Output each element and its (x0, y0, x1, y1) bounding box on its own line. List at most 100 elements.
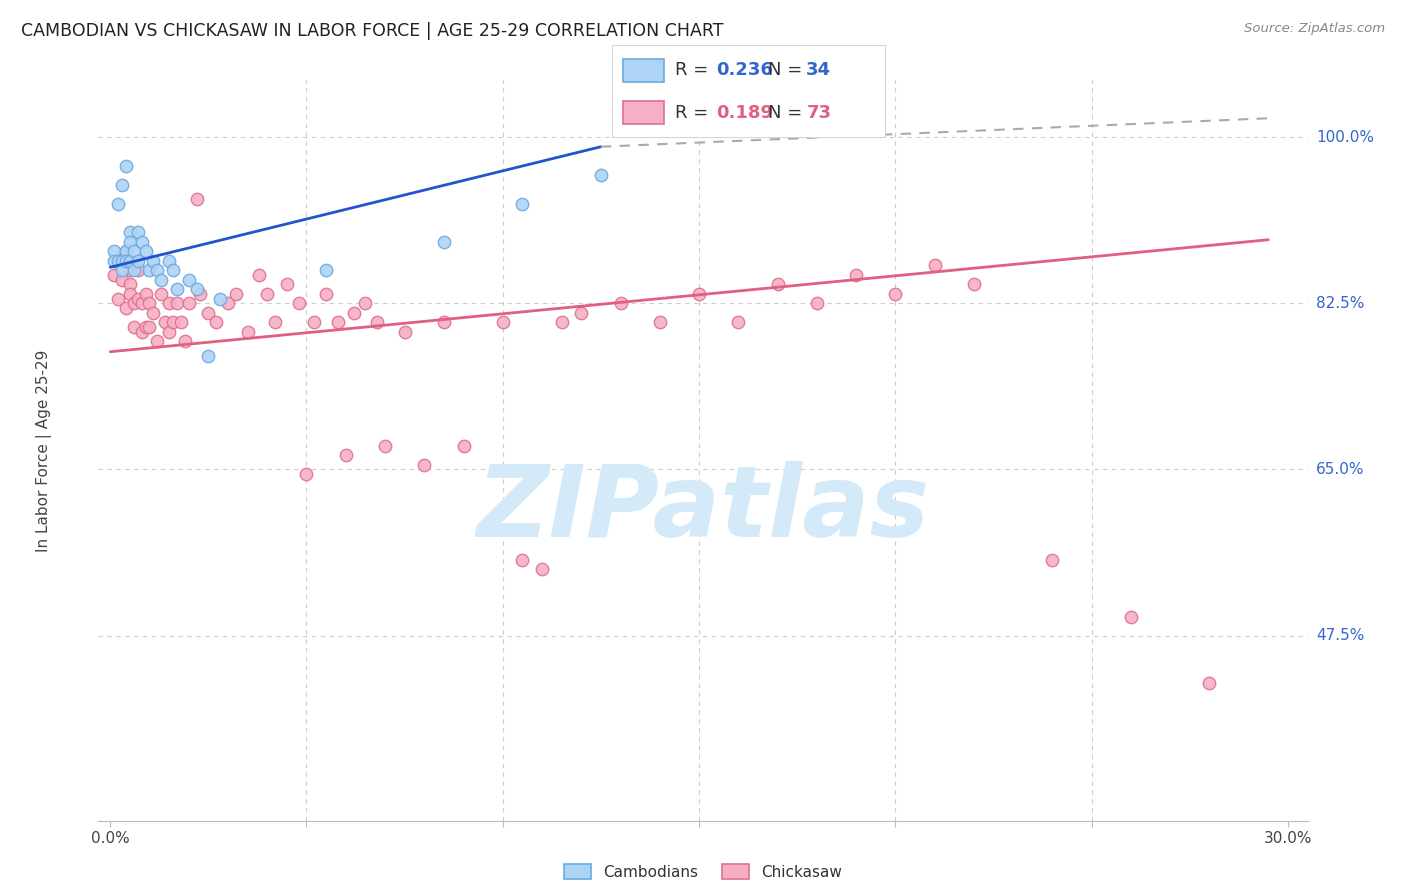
Point (550, 315, 572, 329)
Point (107, 196, 129, 211)
Point (111, 249, 134, 263)
Point (150, 272, 173, 286)
Point (1119, 609, 1142, 624)
Point (166, 282, 188, 296)
Point (157, 253, 180, 268)
Point (453, 439, 475, 453)
Point (648, 315, 671, 329)
Point (115, 253, 138, 268)
Point (177, 272, 200, 286)
Point (688, 286, 710, 301)
Text: 0.189: 0.189 (716, 103, 773, 121)
Text: 100.0%: 100.0% (1316, 129, 1374, 145)
Point (166, 296, 188, 310)
Point (103, 253, 125, 268)
Point (107, 292, 129, 306)
Point (374, 439, 396, 453)
Point (111, 253, 134, 268)
Point (295, 467, 318, 482)
Point (173, 334, 195, 349)
Point (127, 253, 149, 268)
Text: R =: R = (675, 62, 714, 79)
Point (162, 315, 184, 329)
Point (122, 263, 145, 277)
Text: Source: ZipAtlas.com: Source: ZipAtlas.com (1244, 22, 1385, 36)
Point (205, 315, 228, 329)
Point (315, 286, 337, 301)
Point (127, 292, 149, 306)
Point (177, 296, 200, 310)
Point (342, 306, 364, 320)
Point (142, 306, 165, 320)
Point (492, 315, 515, 329)
Point (170, 315, 193, 329)
Point (315, 263, 337, 277)
Point (103, 244, 125, 259)
Point (115, 301, 138, 315)
Point (247, 268, 270, 282)
Point (107, 253, 129, 268)
Point (115, 244, 138, 259)
Text: CAMBODIAN VS CHICKASAW IN LABOR FORCE | AGE 25-29 CORRELATION CHART: CAMBODIAN VS CHICKASAW IN LABOR FORCE | … (21, 22, 724, 40)
Point (197, 306, 219, 320)
Point (304, 315, 326, 329)
Point (433, 315, 456, 329)
Point (264, 315, 287, 329)
Point (131, 296, 153, 310)
Point (115, 244, 138, 259)
Text: 47.5%: 47.5% (1316, 628, 1364, 643)
Point (209, 292, 232, 306)
Point (162, 263, 184, 277)
Point (138, 320, 160, 334)
Point (236, 325, 259, 339)
Point (276, 277, 298, 292)
Point (512, 552, 534, 566)
Point (150, 286, 173, 301)
Point (157, 296, 180, 310)
Point (135, 244, 157, 259)
Point (153, 315, 176, 329)
Point (197, 349, 219, 363)
Point (146, 334, 169, 349)
Point (111, 272, 134, 286)
Point (190, 286, 212, 301)
Text: N =: N = (768, 103, 808, 121)
Point (186, 282, 208, 296)
Point (845, 268, 868, 282)
Point (118, 263, 141, 277)
Point (127, 263, 149, 277)
Point (131, 325, 153, 339)
Point (806, 296, 828, 310)
Text: 0.236: 0.236 (716, 62, 773, 79)
Point (287, 296, 309, 310)
Bar (623, 59, 664, 82)
Bar (623, 101, 664, 124)
Text: 73: 73 (806, 103, 831, 121)
Text: ZIPatlas: ZIPatlas (477, 461, 929, 558)
Point (122, 320, 145, 334)
Point (924, 259, 946, 273)
Point (1198, 676, 1220, 690)
Point (111, 263, 134, 277)
Point (131, 235, 153, 249)
Point (225, 286, 247, 301)
Text: N =: N = (768, 62, 808, 79)
Point (512, 196, 534, 211)
Point (394, 325, 416, 339)
Text: 82.5%: 82.5% (1316, 296, 1364, 310)
Point (963, 277, 986, 292)
Point (326, 315, 349, 329)
Point (142, 253, 165, 268)
Point (122, 244, 145, 259)
Point (138, 296, 160, 310)
Point (766, 277, 789, 292)
Point (118, 277, 141, 292)
Point (115, 159, 138, 173)
Point (127, 225, 149, 239)
Point (413, 458, 436, 472)
Point (256, 286, 278, 301)
Point (727, 315, 749, 329)
Point (118, 235, 141, 249)
Point (217, 296, 239, 310)
Point (118, 286, 141, 301)
